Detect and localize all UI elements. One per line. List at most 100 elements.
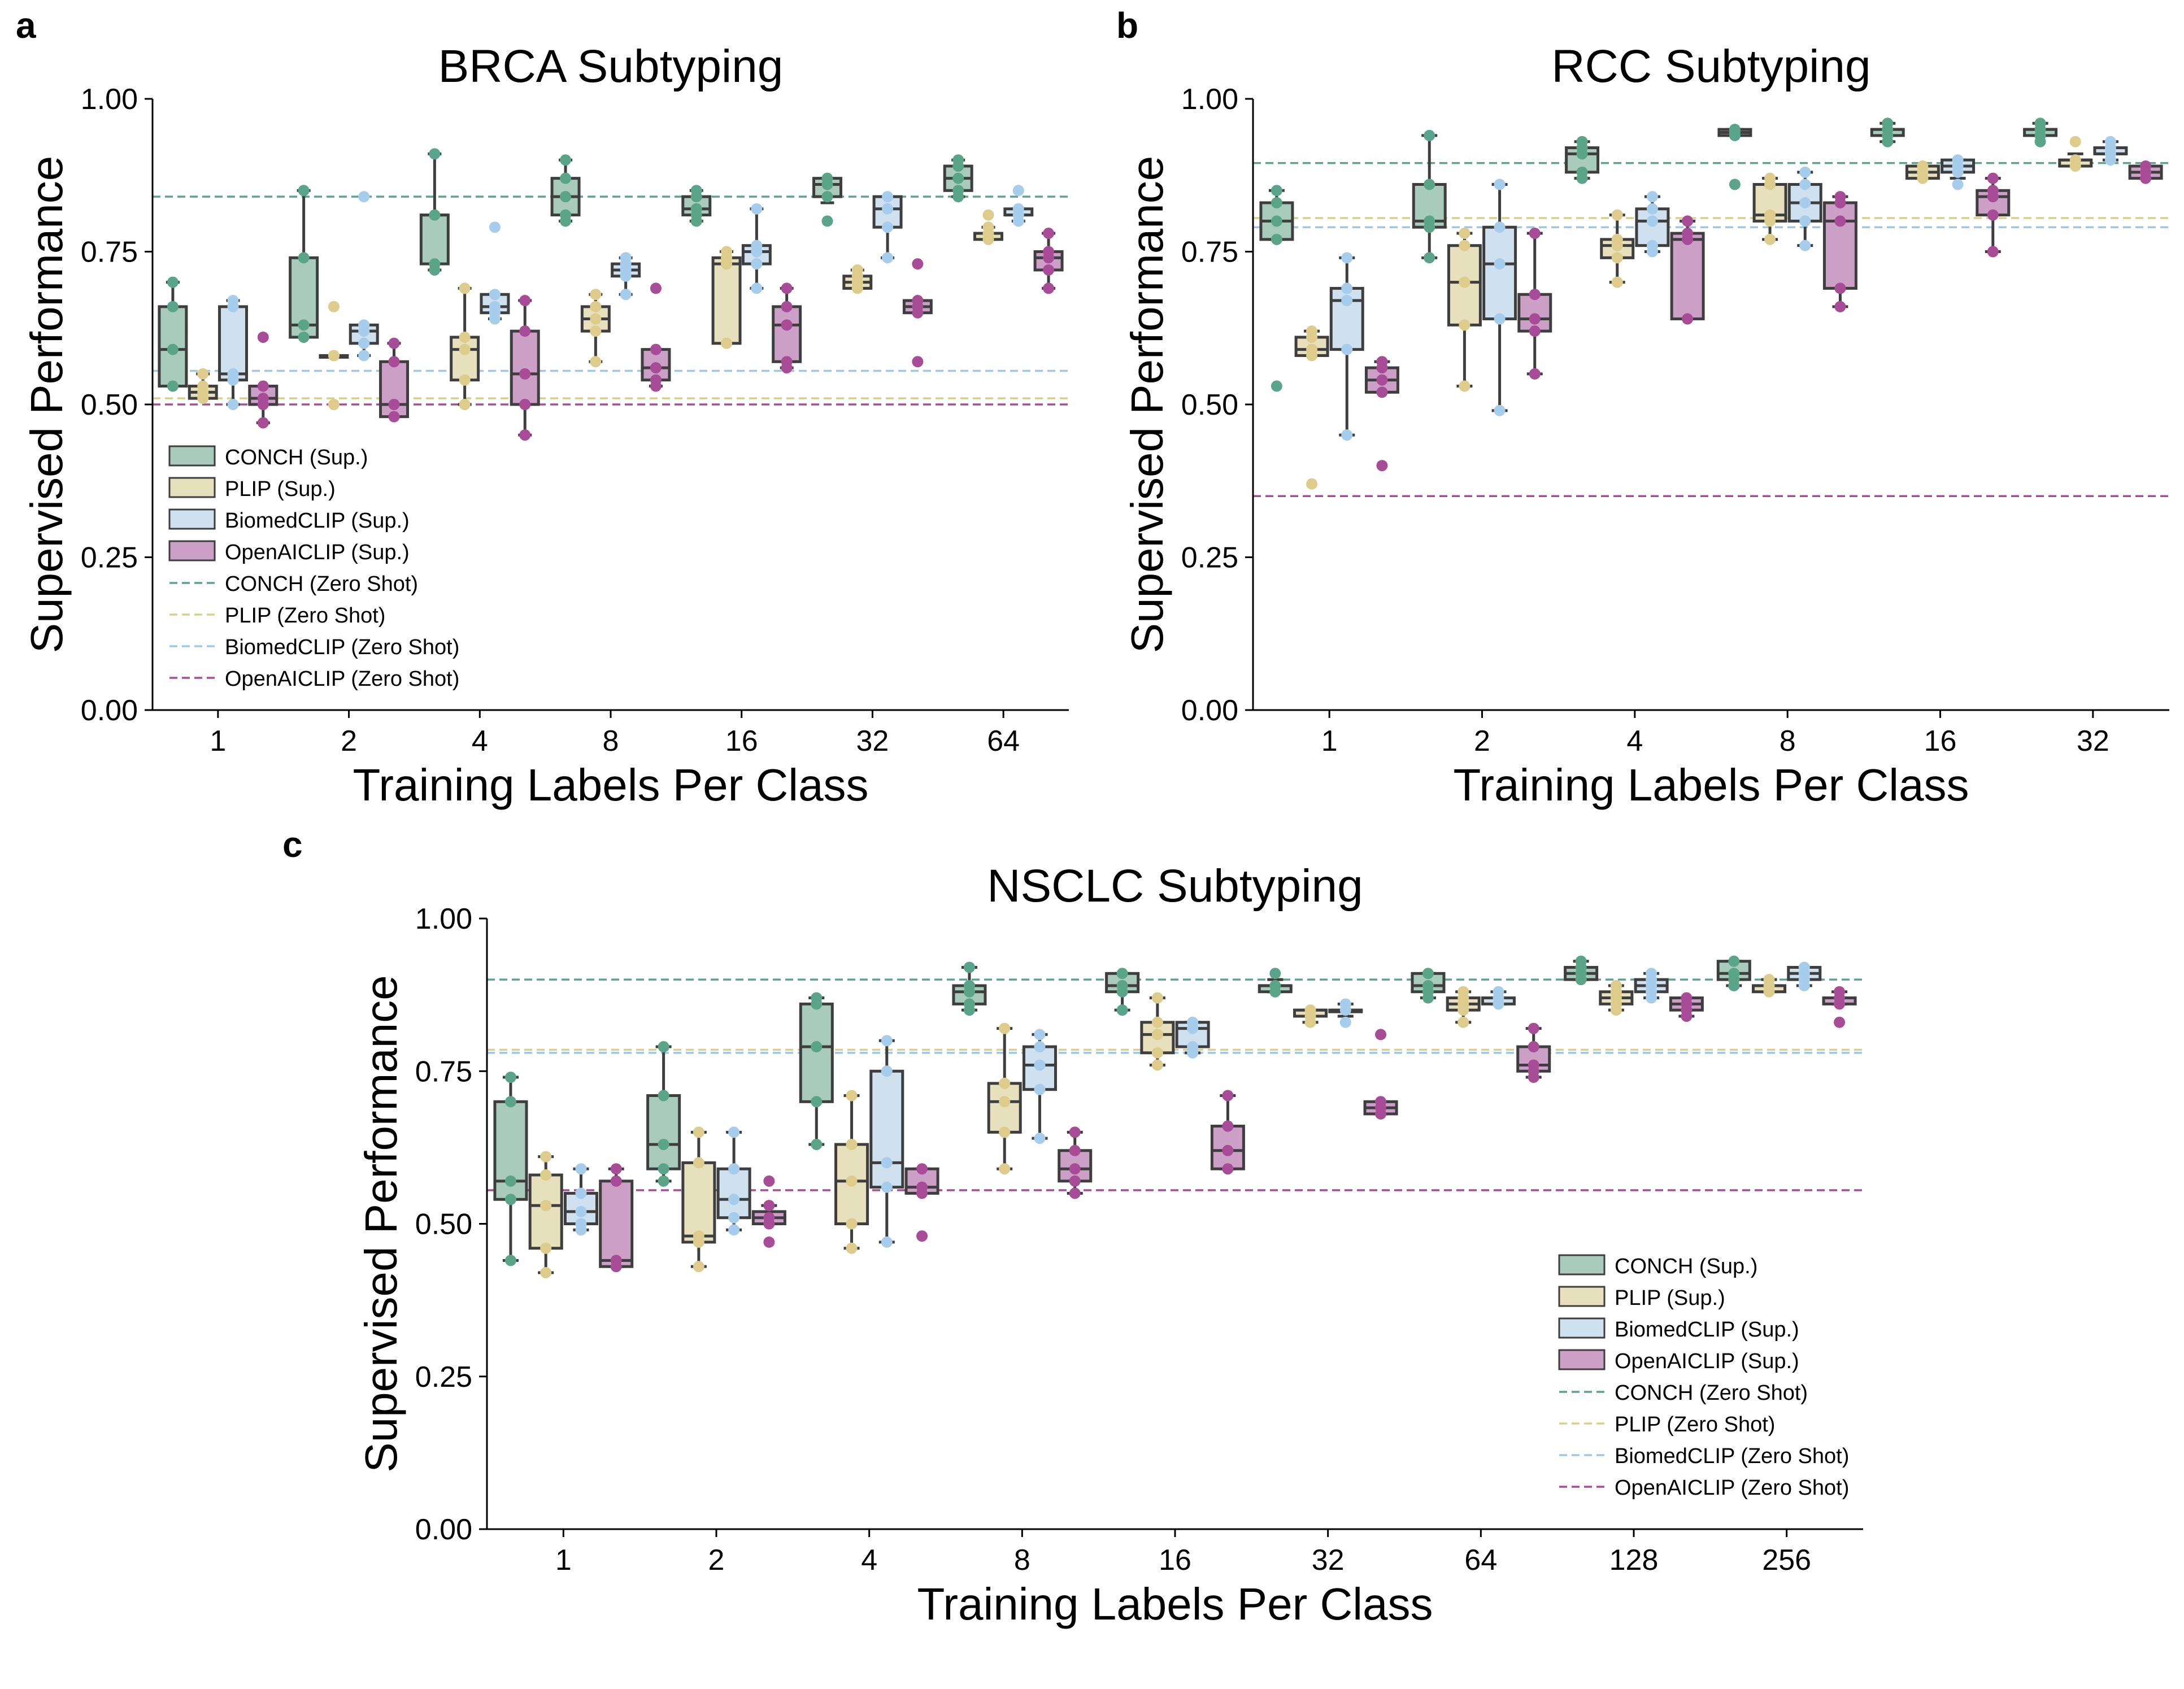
box-plip-64 (973, 209, 1003, 245)
data-point (846, 1175, 858, 1187)
x-tick-label: 8 (603, 725, 619, 758)
box-biomed-4 (480, 221, 510, 325)
data-point (999, 1096, 1011, 1108)
data-point (1034, 1059, 1046, 1071)
box-biomed-32 (2093, 136, 2128, 166)
data-point (952, 191, 964, 203)
data-point (912, 307, 924, 319)
data-point (1069, 1126, 1081, 1138)
box-iqr (419, 214, 450, 265)
box-biomed-1 (218, 295, 248, 410)
data-point (1271, 233, 1282, 245)
legend-swatch-biomed-sup (1558, 1317, 1606, 1339)
data-point (257, 399, 269, 410)
legend-swatch-openai-sup (168, 540, 216, 561)
data-point (388, 337, 400, 349)
data-point (1458, 1004, 1469, 1016)
legend-label-biomed-sup: BiomedCLIP (Sup.) (1615, 1318, 1799, 1342)
data-point (560, 191, 572, 203)
y-axis-label: Supervised Performance (356, 975, 406, 1472)
data-point (504, 1194, 516, 1205)
data-point (1834, 282, 1846, 294)
data-point (811, 1041, 823, 1053)
y-tick-label: 0.75 (81, 236, 138, 269)
box-conch-64 (1411, 968, 1446, 1004)
data-point (1494, 258, 1506, 270)
data-point (1917, 172, 1929, 184)
legend-label-biomed-sup: BiomedCLIP (Sup.) (225, 509, 410, 533)
data-point (298, 319, 310, 331)
x-tick-label: 8 (1014, 1544, 1030, 1577)
data-point (1222, 1144, 1234, 1156)
box-plip-1 (1294, 325, 1329, 490)
data-point (358, 325, 370, 337)
chart-panel-0: 0.00 0.25 0.50 0.75 1.00 1 2 4 8 16 32 64 BRCA Subty… (21, 41, 1069, 810)
box-conch-2 (1412, 129, 1447, 264)
box-plip-2 (319, 301, 349, 410)
data-point (1798, 980, 1810, 991)
data-point (1682, 215, 1694, 227)
data-point (851, 282, 863, 294)
data-point (167, 276, 179, 288)
data-point (751, 203, 763, 215)
data-point (227, 301, 239, 312)
data-point (1459, 276, 1470, 288)
data-point (916, 1230, 928, 1242)
legend-label-plip-sup: PLIP (Sup.) (225, 477, 336, 501)
data-point (728, 1163, 740, 1175)
box-openai-16 (1210, 1090, 1245, 1175)
x-axis-label: Training Labels Per Class (1453, 760, 1969, 810)
x-tick-label: 32 (2077, 725, 2109, 758)
data-point (1034, 1041, 1046, 1053)
box-openai-1 (599, 1163, 634, 1273)
data-point (388, 399, 400, 410)
box-conch-1 (1259, 185, 1294, 392)
box-biomed-64 (1003, 185, 1034, 227)
legend-swatch-plip-sup (168, 477, 216, 498)
box-iqr (987, 1082, 1022, 1134)
data-point (811, 998, 823, 1010)
legend-label-plip-sup: PLIP (Sup.) (1615, 1286, 1725, 1310)
data-point (1834, 1016, 1846, 1028)
data-point (1952, 166, 1964, 178)
data-point (1187, 1047, 1199, 1059)
data-point (1729, 179, 1741, 190)
data-point (575, 1224, 587, 1236)
box-plip-4 (834, 1090, 869, 1254)
legend-label-openai-zs: OpenAICLIP (Zero Shot) (1615, 1476, 1849, 1500)
box-iqr (1635, 207, 1670, 247)
data-point (912, 258, 924, 270)
data-point (1987, 172, 1999, 184)
box-openai-8 (1822, 191, 1857, 312)
data-point (1728, 980, 1740, 991)
data-point (1682, 233, 1694, 245)
box-iqr (799, 1002, 834, 1103)
data-point (1493, 998, 1504, 1010)
x-tick-label: 1 (1321, 725, 1338, 758)
data-point (658, 1175, 669, 1187)
data-point (1646, 215, 1658, 227)
data-point (1422, 968, 1434, 980)
data-point (298, 252, 310, 264)
data-point (560, 215, 572, 227)
data-point (963, 961, 975, 973)
legend-label-plip-zs: PLIP (Zero Shot) (225, 604, 385, 628)
data-point (1376, 460, 1388, 472)
box-conch-2 (289, 185, 319, 343)
y-tick-label: 0.00 (81, 694, 138, 727)
data-point (1376, 374, 1388, 386)
data-point (1151, 1016, 1163, 1028)
data-point (489, 313, 501, 325)
y-tick-label: 0.75 (415, 1055, 472, 1088)
chart-title: RCC Subtyping (1551, 41, 1870, 92)
data-point (590, 356, 602, 368)
data-point (781, 362, 793, 374)
box-plip-32 (2058, 136, 2093, 172)
data-point (388, 356, 400, 368)
legend-swatch-plip-sup (1558, 1286, 1606, 1307)
box-iqr (716, 1167, 751, 1220)
data-point (1341, 295, 1353, 307)
box-biomed-256 (1787, 961, 1822, 991)
x-tick-label: 32 (1312, 1544, 1345, 1577)
data-point (963, 986, 975, 998)
